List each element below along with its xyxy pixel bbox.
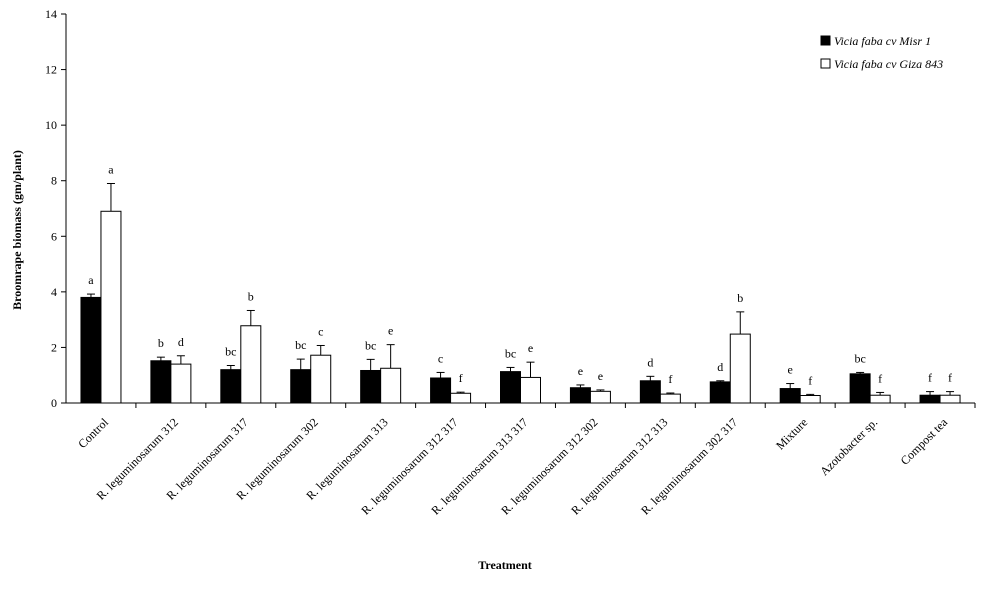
bar-misr-1 (430, 377, 452, 404)
x-tick-label: Control (75, 415, 111, 451)
bar-giza-843 (450, 392, 472, 404)
significance-letter: b (737, 291, 743, 305)
bar-misr-1 (919, 394, 941, 404)
significance-letter: d (717, 360, 723, 374)
bar-giza-843 (799, 394, 821, 404)
significance-letter: e (598, 369, 603, 383)
bar-giza-843 (729, 333, 751, 404)
x-tick-label: Compost tea (898, 415, 951, 468)
bar-giza-843 (170, 363, 192, 404)
bars-layer (80, 210, 961, 404)
significance-letter: f (459, 371, 463, 385)
bar-misr-1 (290, 369, 312, 404)
bar-giza-843 (659, 393, 681, 404)
significance-letter: f (668, 372, 672, 386)
y-axis-title: Broomrape biomass (gm/plant) (10, 150, 24, 310)
bar-giza-843 (939, 394, 961, 404)
significance-letter: d (647, 355, 653, 369)
bar-giza-843 (310, 354, 332, 404)
y-tick-label: 2 (51, 340, 57, 354)
bar-misr-1 (80, 296, 102, 404)
significance-letter: e (578, 364, 583, 378)
significance-letter: f (878, 371, 882, 385)
significance-letter: f (808, 373, 812, 387)
significance-letter: d (178, 335, 184, 349)
significance-letter: c (318, 324, 323, 338)
significance-letter: bc (854, 351, 865, 365)
bar-giza-843 (380, 367, 402, 404)
legend: Vicia faba cv Misr 1 Vicia faba cv Giza … (820, 34, 943, 71)
bar-giza-843 (589, 390, 611, 404)
y-tick-label: 4 (51, 285, 57, 299)
y-axis-ticks: 0 2 4 6 8 10 12 14 (45, 7, 66, 410)
y-tick-label: 10 (45, 118, 57, 132)
bar-misr-1 (849, 373, 871, 404)
legend-label-giza-843: Vicia faba cv Giza 843 (834, 57, 943, 71)
x-tick-label: Mixture (773, 415, 810, 452)
legend-swatch-misr-1 (820, 35, 831, 46)
error-bars-layer (86, 182, 955, 396)
significance-letter: a (88, 273, 94, 287)
bar-giza-843 (240, 325, 262, 404)
bar-misr-1 (220, 369, 242, 404)
significance-letter: e (788, 363, 793, 377)
x-tick-label: Azotobacter sp. (817, 415, 880, 478)
bar-misr-1 (500, 371, 521, 404)
y-tick-label: 6 (51, 229, 57, 243)
significance-letter: f (928, 371, 932, 385)
y-tick-label: 14 (45, 7, 57, 21)
bar-misr-1 (360, 369, 382, 404)
significance-letter: c (438, 351, 443, 365)
bar-misr-1 (709, 381, 731, 404)
significance-letter: e (528, 341, 533, 355)
bar-giza-843 (869, 394, 891, 404)
significance-letter: f (948, 371, 952, 385)
bar-misr-1 (150, 360, 172, 404)
significance-letter: bc (225, 344, 236, 358)
y-tick-label: 12 (45, 63, 57, 77)
significance-letter: bc (295, 338, 306, 352)
bar-misr-1 (569, 387, 591, 404)
significance-letter: a (108, 162, 114, 176)
y-tick-label: 0 (51, 396, 57, 410)
y-tick-label: 8 (51, 174, 57, 188)
significance-letter: b (158, 336, 164, 350)
bar-misr-1 (779, 388, 801, 404)
significance-letter: e (388, 324, 393, 338)
significance-letter: b (248, 289, 254, 303)
bar-giza-843 (520, 376, 541, 404)
x-axis-title: Treatment (478, 558, 532, 572)
significance-letter: bc (505, 346, 516, 360)
legend-label-misr-1: Vicia faba cv Misr 1 (834, 34, 931, 48)
bar-giza-843 (100, 210, 122, 404)
significance-letter: bc (365, 338, 376, 352)
bar-misr-1 (639, 380, 661, 404)
legend-swatch-giza-843 (820, 58, 831, 69)
